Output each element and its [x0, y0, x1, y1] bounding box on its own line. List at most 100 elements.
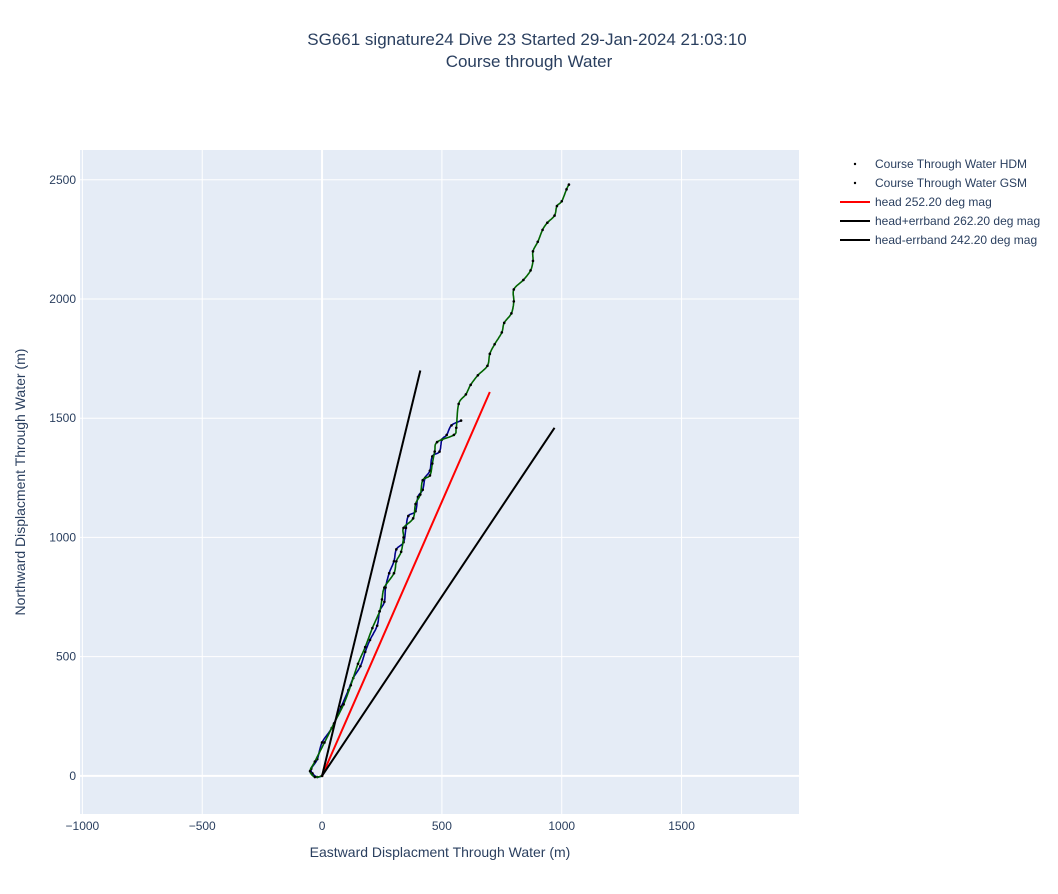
- data-point: [431, 462, 434, 465]
- legend-item-head-252-20-deg-mag[interactable]: head 252.20 deg mag: [840, 195, 992, 209]
- legend-item-course-through-water-hdm[interactable]: Course Through Water HDM: [853, 157, 1027, 171]
- data-point: [536, 240, 540, 244]
- y-tick-labels: 0 500 1000 1500 2000 2500: [49, 173, 76, 783]
- series-line-head-errband-262-20-deg-mag: [321, 370, 422, 777]
- legend-label: head 252.20 deg mag: [875, 195, 992, 209]
- data-point: [402, 526, 405, 530]
- data-point: [411, 517, 415, 520]
- data-point: [308, 769, 312, 773]
- data-point: [493, 343, 496, 346]
- legend-swatch: [853, 181, 857, 185]
- data-point: [512, 300, 516, 303]
- series-trace-course-through-water-hdm: [310, 419, 462, 778]
- data-point: [378, 610, 381, 613]
- series-layer: [308, 183, 571, 779]
- data-point: [433, 450, 437, 453]
- data-point: [402, 536, 405, 539]
- data-point: [500, 331, 504, 334]
- data-point: [313, 760, 317, 763]
- data-point: [320, 741, 324, 744]
- x-tick-label: −1000: [66, 819, 100, 833]
- data-point: [445, 433, 448, 437]
- legend-item-head-errband-262-20-deg-mag[interactable]: head+errband 262.20 deg mag: [840, 214, 1040, 228]
- series-line-head-252-20-deg-mag: [321, 391, 491, 777]
- data-point: [486, 364, 489, 368]
- data-point: [476, 374, 480, 377]
- data-point: [454, 426, 458, 430]
- data-point: [387, 571, 391, 575]
- y-tick-label: 500: [56, 650, 76, 664]
- data-point: [531, 259, 535, 263]
- data-point: [555, 204, 559, 208]
- legend-label: Course Through Water HDM: [875, 157, 1027, 171]
- data-point: [510, 312, 513, 315]
- legend-item-head-errband-242-20-deg-mag[interactable]: head-errband 242.20 deg mag: [840, 233, 1037, 247]
- plot-area[interactable]: [80, 150, 799, 814]
- data-point: [488, 352, 492, 356]
- data-point: [565, 188, 568, 191]
- data-point: [363, 650, 367, 654]
- data-point: [323, 741, 326, 744]
- data-point: [435, 440, 439, 444]
- series-line-head-errband-242-20-deg-mag: [321, 427, 556, 777]
- y-axis-title: Northward Displacment Through Water (m): [12, 349, 28, 616]
- data-point: [560, 199, 564, 203]
- data-point: [421, 488, 425, 492]
- zero-lines: [80, 150, 799, 814]
- data-point: [438, 450, 441, 453]
- legend: Course Through Water HDM Course Through W…: [840, 157, 1040, 247]
- data-point: [450, 424, 453, 427]
- data-point: [546, 221, 549, 225]
- data-point: [541, 228, 544, 232]
- x-tick-label: 1500: [668, 819, 695, 833]
- data-point: [383, 586, 386, 589]
- y-tick-label: 2000: [49, 292, 76, 306]
- x-tick-label: 0: [319, 819, 326, 833]
- series-head-252-20-deg-mag: [321, 391, 491, 777]
- data-point: [459, 419, 463, 422]
- data-point: [452, 433, 456, 437]
- data-point: [359, 664, 362, 668]
- data-point: [502, 321, 506, 325]
- data-point: [383, 600, 386, 604]
- data-point: [356, 662, 360, 666]
- data-point: [529, 269, 532, 272]
- series-head-errband-262-20-deg-mag: [321, 370, 422, 777]
- series-head-errband-242-20-deg-mag: [321, 427, 556, 777]
- data-point: [395, 559, 398, 563]
- data-point: [469, 383, 472, 387]
- data-point: [368, 638, 372, 642]
- x-tick-label: 500: [432, 819, 452, 833]
- data-point: [349, 683, 353, 687]
- data-point: [395, 548, 398, 551]
- data-point: [407, 514, 410, 518]
- y-tick-label: 1500: [49, 411, 76, 425]
- grid-lines: [80, 150, 799, 814]
- legend-label: Course Through Water GSM: [875, 176, 1027, 190]
- data-point: [371, 626, 374, 630]
- x-axis-title: Eastward Displacment Through Water (m): [310, 844, 571, 860]
- legend-item-course-through-water-gsm[interactable]: Course Through Water GSM: [853, 176, 1027, 190]
- data-point: [392, 559, 396, 563]
- data-point: [512, 288, 516, 291]
- y-tick-label: 1000: [49, 530, 76, 544]
- legend-label: head+errband 262.20 deg mag: [875, 214, 1040, 228]
- data-point: [421, 478, 425, 482]
- data-point: [342, 703, 345, 706]
- data-point: [375, 624, 379, 627]
- data-point: [313, 775, 317, 779]
- data-point: [531, 250, 535, 253]
- x-tick-label: 1000: [548, 819, 575, 833]
- data-point: [522, 278, 525, 282]
- data-point: [567, 183, 571, 186]
- chart-title-line-2: Course through Water: [446, 52, 613, 71]
- data-point: [464, 393, 468, 396]
- legend-label: head-errband 242.20 deg mag: [875, 233, 1037, 247]
- y-tick-label: 2500: [49, 173, 76, 187]
- data-point: [414, 502, 417, 506]
- legend-swatch: [853, 162, 857, 166]
- chart-title-line-1: SG661 signature24 Dive 23 Started 29-Jan…: [307, 30, 746, 49]
- data-point: [404, 526, 408, 530]
- data-point: [419, 493, 422, 496]
